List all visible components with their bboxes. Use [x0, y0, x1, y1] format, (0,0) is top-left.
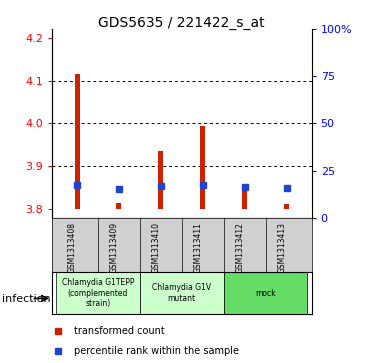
Text: mock: mock	[255, 289, 276, 298]
Bar	[284, 204, 289, 209]
Text: Chlamydia G1TEPP
(complemented
strain): Chlamydia G1TEPP (complemented strain)	[62, 278, 134, 308]
Text: GSM1313413: GSM1313413	[278, 222, 286, 273]
Text: percentile rank within the sample: percentile rank within the sample	[74, 346, 239, 356]
Text: GSM1313408: GSM1313408	[68, 222, 77, 273]
Bar	[242, 189, 247, 209]
Bar	[200, 126, 205, 209]
Text: GSM1313410: GSM1313410	[152, 222, 161, 273]
Text: Chlamydia G1V
mutant: Chlamydia G1V mutant	[152, 284, 211, 303]
Text: GSM1313411: GSM1313411	[194, 222, 203, 273]
Text: GSM1313412: GSM1313412	[236, 222, 244, 273]
Bar	[75, 74, 80, 209]
Text: infection: infection	[2, 294, 50, 305]
Bar	[140, 272, 224, 314]
Text: GDS5635 / 221422_s_at: GDS5635 / 221422_s_at	[98, 16, 265, 30]
Bar	[116, 203, 121, 209]
Bar	[56, 272, 140, 314]
Bar	[158, 151, 163, 209]
Text: transformed count: transformed count	[74, 326, 164, 336]
Bar	[224, 272, 308, 314]
Text: GSM1313409: GSM1313409	[110, 222, 119, 273]
